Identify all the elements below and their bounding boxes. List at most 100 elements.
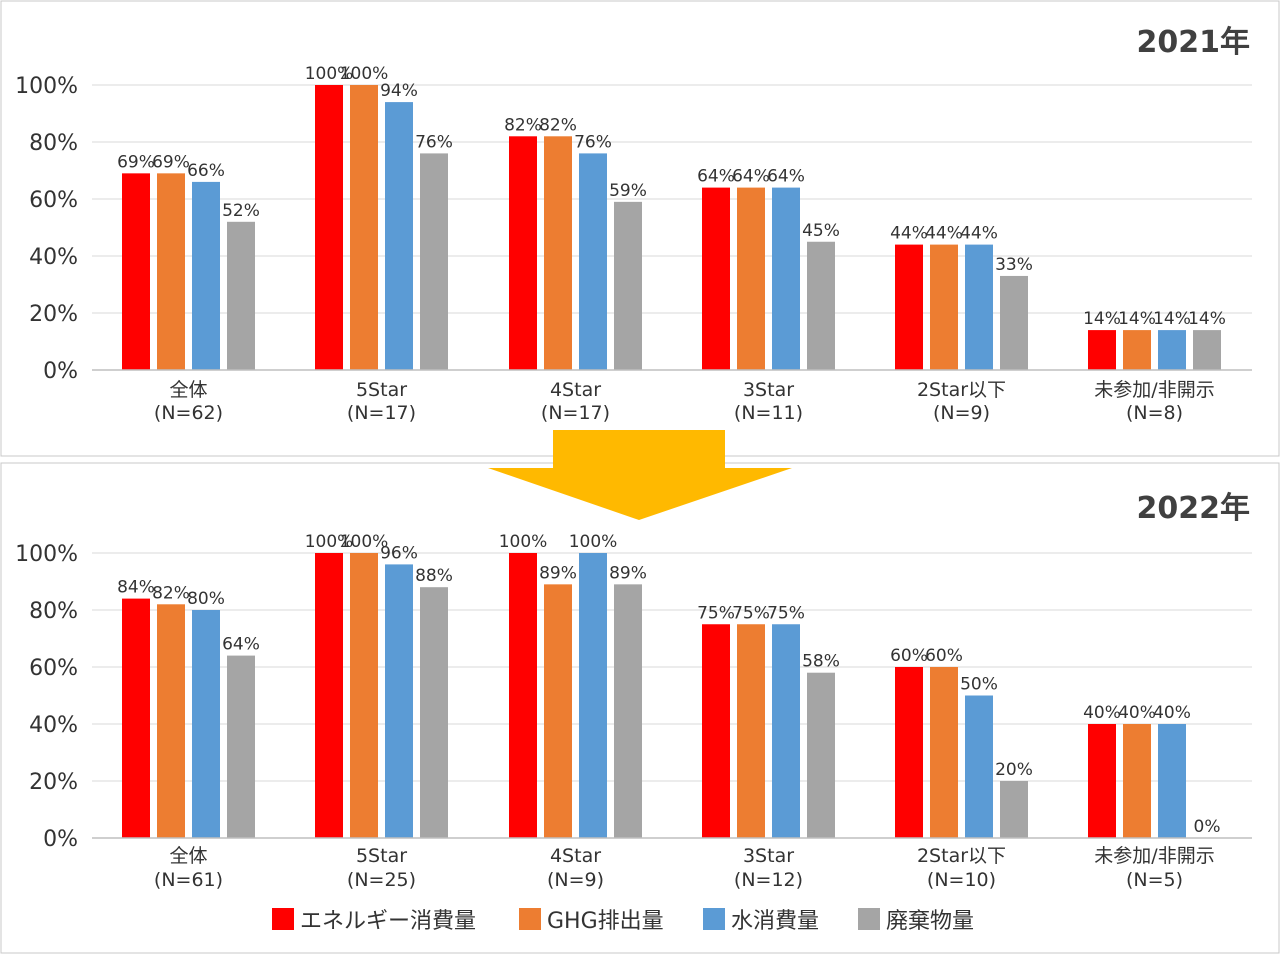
- data-label: 88%: [415, 566, 453, 586]
- data-label: 64%: [732, 167, 770, 187]
- category-sample-size: (N=5): [1126, 869, 1183, 891]
- category-sample-size: (N=12): [734, 869, 803, 891]
- data-label: 44%: [960, 224, 998, 244]
- y-tick-label: 0%: [43, 827, 78, 852]
- data-label: 75%: [767, 603, 805, 623]
- bar: [157, 604, 185, 838]
- bar: [122, 598, 150, 838]
- category-label: 3Star: [743, 845, 794, 867]
- bar: [544, 584, 572, 838]
- bar: [1088, 724, 1116, 838]
- data-label: 45%: [802, 221, 840, 241]
- data-label: 66%: [187, 161, 225, 181]
- bar: [1193, 330, 1221, 370]
- category-sample-size: (N=61): [154, 869, 223, 891]
- bar: [227, 655, 255, 838]
- data-label: 40%: [1118, 703, 1156, 723]
- data-label: 58%: [802, 652, 840, 672]
- data-label: 52%: [222, 201, 260, 221]
- bar: [1123, 724, 1151, 838]
- category-sample-size: (N=8): [1126, 402, 1183, 424]
- data-label: 44%: [890, 224, 928, 244]
- data-label: 0%: [1194, 817, 1221, 837]
- category-label: 全体: [169, 845, 207, 867]
- data-label: 76%: [415, 132, 453, 152]
- bar: [930, 244, 958, 370]
- data-label: 89%: [609, 563, 647, 583]
- data-label: 40%: [1153, 703, 1191, 723]
- bar: [544, 136, 572, 370]
- bar: [614, 201, 642, 370]
- category-label: 4Star: [550, 379, 601, 401]
- data-label: 20%: [995, 760, 1033, 780]
- category-label: 4Star: [550, 845, 601, 867]
- bar: [702, 624, 730, 838]
- legend: エネルギー消費量 GHG排出量 水消費量 廃棄物量: [272, 908, 974, 934]
- chart-title: 2021年: [1137, 25, 1251, 60]
- y-tick-label: 20%: [29, 302, 78, 327]
- bar: [702, 187, 730, 370]
- y-tick-label: 40%: [29, 245, 78, 270]
- legend-label: 水消費量: [731, 909, 819, 934]
- bar: [1123, 330, 1151, 370]
- category-sample-size: (N=11): [734, 402, 803, 424]
- bar: [737, 187, 765, 370]
- data-label: 44%: [925, 224, 963, 244]
- y-tick-label: 0%: [43, 359, 78, 384]
- bar: [509, 136, 537, 370]
- bar: [614, 584, 642, 838]
- legend-label: エネルギー消費量: [300, 909, 476, 934]
- legend-swatch: [519, 908, 541, 930]
- category-sample-size: (N=25): [347, 869, 416, 891]
- data-label: 100%: [569, 532, 618, 552]
- bar: [315, 85, 343, 370]
- data-label: 94%: [380, 81, 418, 101]
- chart-1: 0%20%40%60%80%100%2022年84%82%80%64%全体(N=…: [15, 491, 1252, 891]
- y-tick-label: 80%: [29, 599, 78, 624]
- category-label: 2Star以下: [917, 845, 1006, 867]
- category-label: 3Star: [743, 379, 794, 401]
- category-sample-size: (N=17): [347, 402, 416, 424]
- bar: [122, 173, 150, 370]
- y-tick-label: 60%: [29, 188, 78, 213]
- data-label: 100%: [340, 64, 389, 84]
- data-label: 82%: [504, 115, 542, 135]
- charts-layer: 0%20%40%60%80%100%2021年69%69%66%52%全体(N=…: [15, 25, 1252, 891]
- bar: [965, 244, 993, 370]
- bar: [579, 153, 607, 370]
- bar: [157, 173, 185, 370]
- data-label: 14%: [1153, 309, 1191, 329]
- bar: [315, 553, 343, 838]
- legend-label: 廃棄物量: [886, 909, 974, 934]
- chart-title: 2022年: [1137, 491, 1251, 526]
- bar: [350, 553, 378, 838]
- y-tick-label: 60%: [29, 656, 78, 681]
- data-label: 50%: [960, 675, 998, 695]
- bar: [192, 610, 220, 838]
- category-sample-size: (N=17): [541, 402, 610, 424]
- legend-label: GHG排出量: [547, 909, 664, 934]
- bar: [227, 221, 255, 370]
- data-label: 82%: [152, 583, 190, 603]
- data-label: 69%: [152, 152, 190, 172]
- bar: [1000, 275, 1028, 370]
- legend-swatch: [858, 908, 880, 930]
- category-label: 5Star: [356, 379, 407, 401]
- y-tick-label: 40%: [29, 713, 78, 738]
- data-label: 80%: [187, 589, 225, 609]
- bar: [350, 85, 378, 370]
- bar: [385, 564, 413, 838]
- bar: [965, 695, 993, 838]
- data-label: 59%: [609, 181, 647, 201]
- bar: [420, 153, 448, 370]
- bar: [1158, 330, 1186, 370]
- data-label: 33%: [995, 255, 1033, 275]
- y-tick-label: 80%: [29, 131, 78, 156]
- legend-swatch: [272, 908, 294, 930]
- data-label: 14%: [1083, 309, 1121, 329]
- bar: [737, 624, 765, 838]
- y-tick-label: 20%: [29, 770, 78, 795]
- data-label: 75%: [697, 603, 735, 623]
- data-label: 100%: [499, 532, 548, 552]
